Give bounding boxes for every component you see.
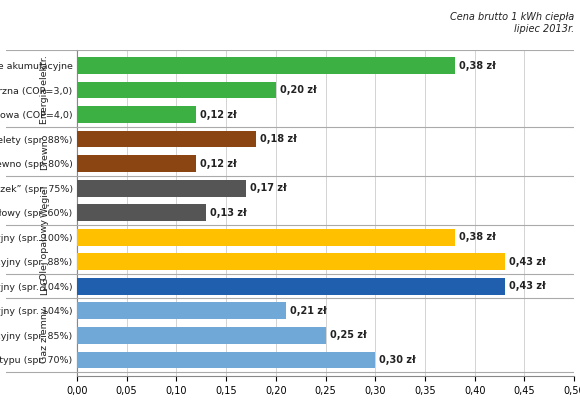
Text: 0,43 zł: 0,43 zł: [509, 257, 545, 267]
Text: Energia elektr.: Energia elektr.: [41, 56, 49, 124]
Bar: [77, 351, 375, 368]
Bar: [77, 327, 325, 344]
Text: 0,17 zł: 0,17 zł: [250, 183, 287, 193]
Text: 0,38 zł: 0,38 zł: [459, 61, 496, 71]
Bar: [77, 302, 286, 319]
Bar: [77, 180, 246, 197]
Text: 0,38 zł: 0,38 zł: [459, 232, 496, 242]
Bar: [77, 131, 256, 147]
Text: 0,13 zł: 0,13 zł: [210, 208, 247, 218]
Bar: [77, 254, 505, 270]
Text: 0,30 zł: 0,30 zł: [379, 355, 416, 365]
Bar: [77, 278, 505, 294]
Bar: [77, 82, 276, 98]
Text: LPG: LPG: [41, 277, 49, 295]
Text: 0,18 zł: 0,18 zł: [260, 134, 297, 144]
Text: Cena brutto 1 kWh ciepła
lipiec 2013r.: Cena brutto 1 kWh ciepła lipiec 2013r.: [450, 12, 574, 34]
Bar: [77, 106, 196, 123]
Text: 0,43 zł: 0,43 zł: [509, 281, 545, 291]
Text: Gaz ziemny: Gaz ziemny: [41, 308, 49, 363]
Text: 0,20 zł: 0,20 zł: [280, 85, 317, 95]
Text: Drewno: Drewno: [41, 133, 49, 170]
Bar: [77, 57, 455, 74]
Bar: [77, 229, 455, 246]
Text: Węgiel: Węgiel: [41, 184, 49, 216]
Text: 0,12 zł: 0,12 zł: [200, 159, 237, 169]
Bar: [77, 204, 206, 221]
Bar: [77, 155, 196, 172]
Text: 0,21 zł: 0,21 zł: [290, 306, 327, 316]
Text: Olej opałowy: Olej opałowy: [41, 219, 49, 280]
Text: 0,12 zł: 0,12 zł: [200, 109, 237, 120]
Text: 0,25 zł: 0,25 zł: [329, 330, 366, 340]
